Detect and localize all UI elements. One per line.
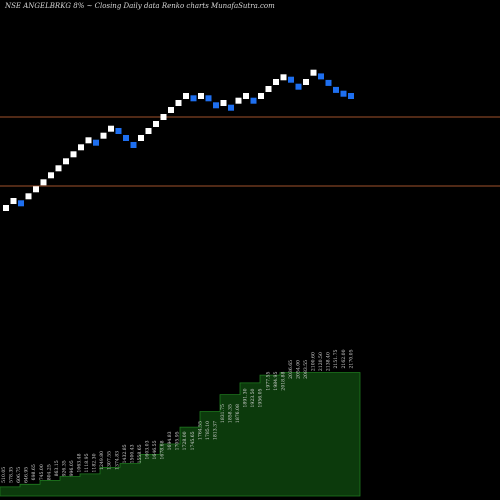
renko-brick-down	[288, 76, 294, 83]
price-label: 1118.95	[84, 453, 90, 472]
renko-brick-down	[115, 128, 122, 134]
renko-brick-up	[10, 198, 17, 204]
renko-brick-down	[228, 104, 234, 111]
price-label: 606.75	[16, 467, 22, 483]
price-label: 510.05	[1, 467, 7, 483]
price-label: 2162.00	[341, 349, 347, 368]
renko-brick-up	[108, 125, 114, 132]
renko-brick-down	[348, 93, 354, 99]
renko-brick-up	[220, 100, 227, 106]
renko-brick-up	[235, 97, 242, 104]
price-label: 1646.55	[152, 440, 158, 459]
renko-brick-up	[48, 172, 54, 179]
renko-brick-up	[175, 100, 182, 106]
price-label: 1956.05	[258, 388, 264, 407]
renko-brick-down	[190, 95, 197, 102]
price-label: 996.05	[69, 460, 75, 476]
price-label: 1728.00	[182, 431, 188, 450]
price-label: 578.35	[9, 467, 15, 483]
renko-brick-down	[340, 90, 347, 97]
price-label: 1745.65	[190, 431, 196, 450]
chart-title: NSE ANGELBRKG 8% ~ Closing Daily data Re…	[5, 2, 275, 10]
renko-brick-down	[205, 95, 212, 102]
price-label: 1876.08	[235, 404, 241, 423]
price-label: 2100.60	[311, 352, 317, 371]
renko-brick-up	[310, 69, 317, 76]
renko-brick-up	[280, 74, 287, 81]
renko-brick-up	[78, 144, 84, 151]
renko-brick-down	[318, 73, 324, 80]
renko-brick-up	[198, 93, 204, 99]
renko-brick-up	[63, 158, 69, 165]
renko-brick-up	[168, 107, 174, 113]
price-label: 2036.65	[288, 360, 294, 379]
renko-brick-down	[325, 79, 332, 86]
renko-brick-up	[55, 165, 62, 172]
renko-brick-up	[265, 86, 272, 92]
renko-brick-up	[273, 79, 279, 85]
price-label: 2018.88	[280, 372, 286, 391]
price-label: 1374.83	[114, 451, 120, 470]
price-label: 1813.37	[212, 421, 218, 440]
price-label: 1984.95	[273, 372, 279, 391]
renko-brick-up	[160, 114, 167, 120]
price-label: 1705.95	[175, 431, 181, 450]
price-label: 1678.68	[160, 440, 166, 459]
price-label: 1858.35	[228, 404, 234, 423]
renko-brick-up	[70, 151, 77, 158]
price-label: 1500.43	[129, 444, 135, 463]
renko-brick-down	[213, 102, 219, 109]
price-label: 1785.10	[205, 421, 211, 440]
price-label: 2120.50	[318, 352, 324, 371]
renko-brick-down	[250, 97, 257, 104]
price-label: 1603.03	[144, 440, 150, 459]
price-label: 1694.83	[167, 431, 173, 450]
renko-brick-up	[100, 132, 107, 139]
renko-brick-down	[93, 139, 99, 146]
price-label: 698.65	[31, 464, 37, 480]
price-label: 1182.30	[92, 453, 98, 472]
renko-brick-up	[183, 93, 189, 99]
renko-brick-up	[85, 137, 92, 144]
renko-brick-up	[33, 186, 39, 193]
renko-brick-up	[138, 135, 144, 141]
price-label: 1558.65	[137, 444, 143, 463]
renko-brick-up	[153, 121, 159, 127]
renko-brick-up	[243, 93, 249, 99]
renko-brick-up	[40, 179, 47, 186]
price-label: 745.00	[39, 464, 45, 480]
price-label: 1831.75	[220, 404, 226, 423]
price-label: 1764.55	[197, 421, 203, 440]
renko-brick-up	[25, 193, 32, 200]
price-label: 1923.50	[250, 388, 256, 407]
renko-brick-down	[333, 86, 339, 93]
price-label: 2151.75	[333, 349, 339, 368]
price-label: 1891.30	[243, 388, 249, 407]
price-label: 1432.85	[122, 444, 128, 463]
renko-brick-up	[145, 128, 152, 134]
price-label: 1249.80	[99, 451, 105, 470]
price-label: 2083.55	[303, 360, 309, 379]
renko-brick-down	[295, 83, 302, 90]
renko-brick-up	[303, 79, 309, 85]
renko-brick-down	[123, 135, 129, 141]
volume-profile-area	[0, 372, 361, 497]
renko-brick-up	[3, 205, 9, 211]
price-label: 1307.55	[107, 451, 113, 470]
price-label: 2138.40	[326, 352, 332, 371]
renko-brick-down	[18, 200, 24, 207]
price-label: 1977.55	[265, 372, 271, 391]
renko-brick-up	[258, 93, 264, 99]
price-label: 2054.00	[295, 360, 301, 379]
price-label: 804.25	[46, 464, 52, 480]
price-label: 646.95	[24, 467, 30, 483]
price-label: 863.15	[54, 460, 60, 476]
price-label: 1063.48	[77, 453, 83, 472]
renko-brick-down	[130, 142, 137, 148]
price-label: 926.35	[61, 460, 67, 476]
price-label: 2170.05	[348, 349, 354, 368]
